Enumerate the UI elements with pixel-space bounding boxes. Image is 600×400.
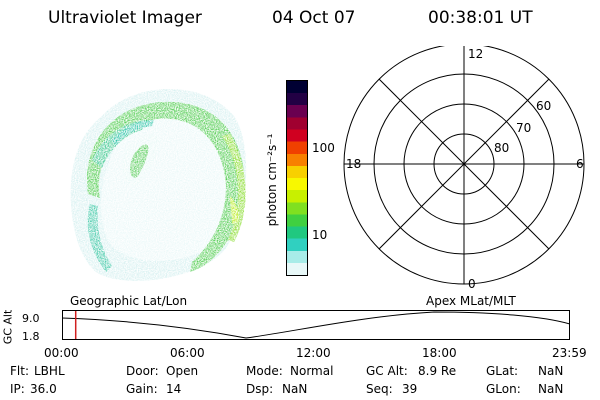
dsp-label: Dsp: bbox=[246, 382, 274, 396]
door-value: Open bbox=[166, 364, 199, 378]
gc-alt-value: 8.9 Re bbox=[418, 364, 457, 378]
mode-label: Mode: bbox=[246, 364, 283, 378]
colorbar-tick-10: 10 bbox=[312, 228, 328, 242]
lat-label-70: 70 bbox=[516, 121, 531, 135]
instrument-title: Ultraviolet Imager bbox=[48, 8, 202, 28]
time-tick-0600: 06:00 bbox=[170, 346, 205, 360]
seq-value: 39 bbox=[402, 382, 418, 396]
gc-alt-tick-1.8: 1.8 bbox=[22, 330, 40, 343]
mlt-label-18: 18 bbox=[346, 157, 361, 171]
mlt-label-6: 6 bbox=[576, 157, 584, 171]
glon-label: GLon: bbox=[486, 382, 521, 396]
glat-label: GLat: bbox=[486, 364, 519, 378]
altitude-timeline bbox=[62, 310, 570, 340]
geographic-label: Geographic Lat/Lon bbox=[70, 294, 188, 308]
door-label: Door: bbox=[126, 364, 159, 378]
time-tick-2359: 23:59 bbox=[552, 346, 587, 360]
seq-label: Seq: bbox=[366, 382, 393, 396]
meridian-diag-2 bbox=[378, 78, 550, 250]
gain-label: Gain: bbox=[126, 382, 158, 396]
lat-label-60: 60 bbox=[536, 99, 551, 113]
mlt-label-12: 12 bbox=[468, 47, 483, 61]
time-readout: 00:38:01 UT bbox=[428, 8, 533, 28]
intensity-colorbar bbox=[286, 80, 308, 276]
ip-label: IP: bbox=[10, 382, 25, 396]
colorbar-unit-label: photon cm⁻²s⁻¹ bbox=[265, 133, 279, 227]
time-tick-1200: 12:00 bbox=[296, 346, 331, 360]
time-tick-1800: 18:00 bbox=[422, 346, 457, 360]
glon-value: NaN bbox=[538, 382, 564, 396]
time-tick-0000: 00:00 bbox=[44, 346, 79, 360]
colorbar-tick-100: 100 bbox=[312, 141, 335, 155]
glat-value: NaN bbox=[538, 364, 564, 378]
lat-label-80: 80 bbox=[494, 141, 509, 155]
gc-alt-label: GC Alt: bbox=[366, 364, 408, 378]
mode-value: Normal bbox=[290, 364, 334, 378]
gc-alt-tick-9: 9.0 bbox=[22, 312, 40, 325]
dsp-value: NaN bbox=[282, 382, 308, 396]
gain-value: 14 bbox=[166, 382, 182, 396]
timeline-frame bbox=[62, 310, 570, 340]
mlt-label-0: 0 bbox=[468, 277, 476, 291]
auroral-image bbox=[62, 76, 252, 290]
filter-value: LBHL bbox=[34, 364, 65, 378]
date-readout: 04 Oct 07 bbox=[272, 8, 356, 28]
apex-label: Apex MLat/MLT bbox=[426, 294, 516, 308]
ip-value: 36.0 bbox=[30, 382, 57, 396]
polar-mlt-grid: 12 18 6 0 60 70 80 bbox=[343, 46, 585, 291]
altitude-curve bbox=[62, 311, 570, 339]
filter-label: Flt: bbox=[10, 364, 29, 378]
gc-alt-axis-label: GC Alt bbox=[1, 309, 15, 345]
